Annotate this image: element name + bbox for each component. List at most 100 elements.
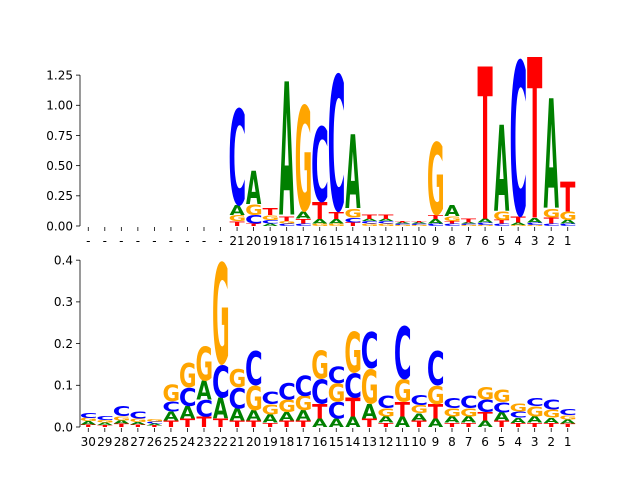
logo-letter-T-pos-22-1: T [444, 221, 459, 225]
logo-letter-T-pos-16-1: T [345, 393, 361, 423]
x-tick-label: 17 [296, 234, 311, 248]
logo-letter-A-pos-23-2: A [461, 222, 477, 224]
logo-letter-C-pos-24-2: C [476, 397, 494, 416]
y-tick-label: 0.25 [46, 189, 73, 203]
logo-letter-A-pos-9-2: A [229, 203, 244, 219]
x-tick-label: 17 [296, 435, 311, 449]
x-tick-label: 6 [481, 234, 489, 248]
logo-letter-C-pos-13-0: C [295, 223, 313, 227]
logo-letter-A-pos-19-2: A [395, 222, 411, 224]
logo-letter-C-pos-27-3: C [526, 397, 544, 409]
logo-letter-G-pos-14-3: G [311, 344, 329, 388]
logo-letter-C-pos-14-2: C [311, 373, 329, 412]
logo-letter-T-pos-27-0: T [527, 422, 543, 429]
logo-letter-T-pos-14-2: T [312, 199, 328, 225]
y-tick-label: 0.0 [54, 420, 73, 434]
logo-letter-A-pos-4-1: A [147, 423, 162, 426]
x-tick-label: 10 [411, 435, 426, 449]
logo-letter-C-pos-11-3: C [262, 389, 280, 408]
logo-letter-T-pos-13-0: T [296, 419, 312, 429]
logo-letter-T-pos-11-0: T [263, 422, 279, 429]
x-tick-label: 15 [329, 435, 344, 449]
x-tick-label: 3 [531, 234, 539, 248]
logo-letter-T-pos-6-0: T [180, 417, 195, 430]
logo-letter-C-pos-25-2: C [493, 400, 511, 416]
logo-letter-T-pos-20-3: T [411, 221, 427, 223]
logo-letter-C-pos-20-1: C [410, 223, 428, 225]
logo-letter-G-pos-15-2: G [328, 380, 346, 408]
x-tick-label: 3 [531, 435, 539, 449]
logo-letter-C-pos-19-3: C [394, 313, 412, 396]
logo-letter-C-pos-12-3: C [278, 381, 296, 406]
logo-letter-C-pos-12-0: C [278, 223, 296, 227]
logo-letter-T-pos-24-3: T [477, 26, 492, 269]
logo-letter-G-pos-9-1: G [229, 214, 247, 223]
logo-letter-T-pos-7-0: T [196, 415, 212, 431]
x-tick-label: 26 [147, 435, 162, 449]
logo-letter-A-pos-26-1: A [511, 222, 526, 226]
x-tick-label: 29 [97, 435, 112, 449]
logo-letter-G-pos-22-2: G [444, 215, 462, 223]
y-tick-label: 0.3 [54, 295, 73, 309]
x-tick-label: 5 [498, 234, 506, 248]
logo-letter-T-pos-12-0: T [279, 419, 295, 429]
x-tick-label: 8 [448, 234, 456, 248]
logo-letter-C-pos-23-3: C [460, 393, 478, 412]
logo-letter-C-pos-16-1: C [344, 217, 362, 224]
logo-letter-C-pos-27-1: C [526, 222, 544, 226]
logo-letter-G-pos-25-3: G [493, 386, 511, 406]
logo-letter-C-pos-11-1: C [262, 219, 280, 224]
logo-letter-C-pos-17-1: C [361, 221, 379, 225]
x-tick-label: - [119, 234, 123, 248]
logo-letter-A-pos-22-1: A [444, 415, 460, 425]
logo-letter-C-pos-2-3: C [113, 403, 131, 419]
logo-letter-A-pos-0-1: A [81, 421, 96, 426]
logo-letter-T-pos-17-0: T [362, 417, 377, 430]
x-tick-label: 1 [564, 234, 572, 248]
logo-letter-T-pos-12-2: T [279, 215, 295, 223]
logo-letter-A-pos-16-3: A [345, 115, 360, 233]
x-tick-label: 13 [362, 435, 377, 449]
logo-letter-C-pos-10-3: C [245, 342, 263, 396]
x-tick-label: 18 [279, 234, 294, 248]
x-tick-label: 20 [246, 234, 261, 248]
logo-letter-G-pos-3-2: G [129, 418, 147, 423]
bottom-logo-panel: 0.00.10.20.30.430TAGC29TAGC28TAGC27TAGC2… [54, 237, 577, 449]
logo-letter-A-pos-22-3: A [444, 204, 460, 221]
logo-letter-A-pos-26-1: A [511, 417, 527, 425]
logo-letter-A-pos-28-1: A [544, 417, 560, 425]
logo-letter-C-pos-21-3: C [427, 342, 445, 396]
logo-letter-G-pos-0-2: G [80, 417, 98, 422]
logo-letter-A-pos-13-2: A [296, 210, 311, 221]
logo-letter-C-pos-28-0: C [543, 223, 561, 227]
logo-letter-T-pos-3-0: T [130, 424, 145, 428]
logo-letter-A-pos-8-1: A [213, 392, 228, 426]
logo-letter-C-pos-17-3: C [361, 324, 379, 381]
logo-letter-A-pos-9-1: A [229, 406, 245, 425]
logo-letter-G-pos-10-2: G [245, 379, 263, 418]
logo-letter-G-pos-14-0: G [311, 223, 329, 227]
logo-letter-C-pos-21-0: C [427, 223, 445, 227]
logo-letter-G-pos-27-2: G [526, 404, 544, 420]
logo-letter-A-pos-15-0: A [329, 416, 345, 429]
logo-letter-T-pos-11-3: T [263, 207, 279, 218]
logo-letter-G-pos-12-1: G [278, 221, 296, 225]
logo-letter-A-pos-6-1: A [180, 404, 196, 423]
y-tick-label: 0.50 [46, 159, 73, 173]
x-tick-label: 20 [246, 435, 261, 449]
x-tick-label: 11 [395, 435, 410, 449]
logo-letter-C-pos-14-3: C [311, 107, 329, 225]
logo-letter-G-pos-28-2: G [543, 408, 561, 421]
logo-letter-G-pos-5-3: G [162, 382, 180, 407]
logo-letter-G-pos-24-3: G [477, 384, 495, 404]
x-tick-label: 5 [498, 435, 506, 449]
logo-letter-T-pos-29-3: T [560, 173, 576, 221]
y-tick-label: 0.4 [54, 253, 73, 267]
x-tick-label: 30 [81, 435, 96, 449]
logo-letter-A-pos-12-3: A [279, 44, 294, 258]
logo-letter-G-pos-4-3: G [146, 419, 164, 423]
logo-letter-T-pos-0-0: T [81, 424, 96, 428]
logo-letter-G-pos-20-2: G [410, 403, 428, 416]
logo-letter-G-pos-24-0: G [477, 225, 495, 227]
logo-letter-G-pos-6-3: G [179, 356, 197, 395]
